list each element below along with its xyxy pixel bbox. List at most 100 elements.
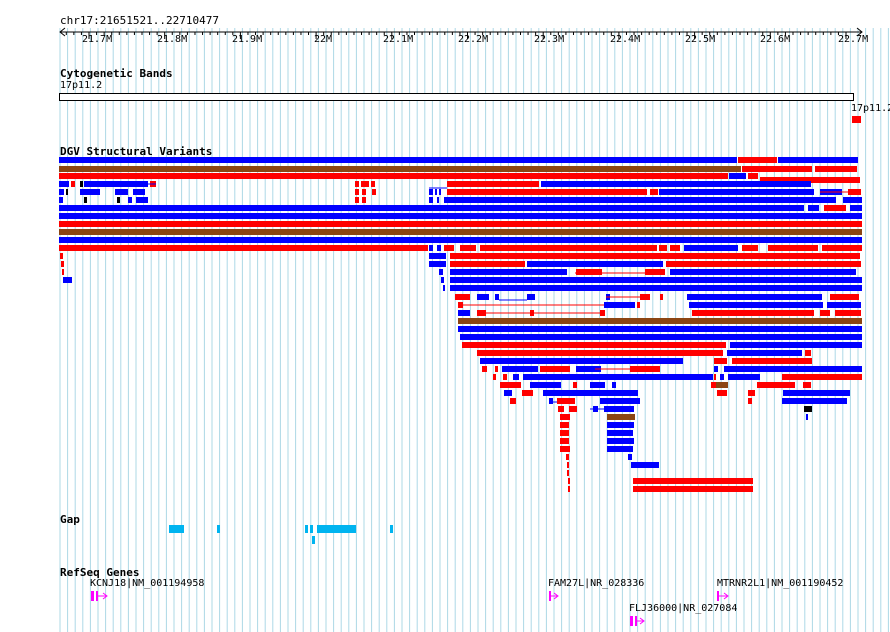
variant-feature[interactable] <box>527 294 535 300</box>
variant-feature[interactable] <box>692 310 814 316</box>
variant-feature[interactable] <box>732 358 812 364</box>
variant-feature[interactable] <box>645 269 665 275</box>
variant-feature[interactable] <box>727 350 802 356</box>
variant-feature[interactable] <box>80 189 100 195</box>
variant-feature[interactable] <box>443 285 445 291</box>
variant-feature[interactable] <box>435 189 437 195</box>
variant-feature[interactable] <box>630 366 660 372</box>
variant-feature[interactable] <box>637 302 640 308</box>
variant-feature[interactable] <box>84 181 148 187</box>
variant-feature[interactable] <box>778 157 858 163</box>
variant-feature[interactable] <box>783 390 850 396</box>
variant-feature[interactable] <box>362 189 366 195</box>
variant-feature[interactable] <box>567 462 569 468</box>
variant-feature[interactable] <box>444 197 836 203</box>
variant-feature[interactable] <box>63 277 72 283</box>
variant-feature[interactable] <box>482 366 487 372</box>
variant-feature[interactable] <box>429 253 446 259</box>
variant-feature[interactable] <box>835 310 861 316</box>
variant-feature[interactable] <box>600 310 605 316</box>
variant-feature[interactable] <box>576 269 602 275</box>
gap-feature[interactable] <box>305 525 308 533</box>
variant-feature[interactable] <box>633 486 753 492</box>
variant-feature[interactable] <box>59 205 804 211</box>
variant-feature[interactable] <box>607 414 635 420</box>
variant-feature[interactable] <box>59 237 862 243</box>
variant-feature[interactable] <box>748 173 758 179</box>
variant-feature[interactable] <box>660 294 663 300</box>
variant-feature[interactable] <box>355 197 359 203</box>
variant-feature[interactable] <box>760 177 860 183</box>
variant-feature[interactable] <box>371 181 375 187</box>
variant-feature[interactable] <box>714 366 718 372</box>
variant-feature[interactable] <box>117 197 120 203</box>
gap-feature[interactable] <box>217 525 220 533</box>
gene-fam27l[interactable] <box>549 591 559 601</box>
variant-feature[interactable] <box>429 245 433 251</box>
variant-feature[interactable] <box>458 326 862 332</box>
variant-feature[interactable] <box>717 390 727 396</box>
variant-feature[interactable] <box>568 478 570 484</box>
variant-feature[interactable] <box>815 166 857 172</box>
variant-feature[interactable] <box>742 245 758 251</box>
variant-feature[interactable] <box>558 406 564 412</box>
variant-feature[interactable] <box>804 406 812 412</box>
variant-feature[interactable] <box>728 374 760 380</box>
variant-feature[interactable] <box>850 205 862 211</box>
variant-feature[interactable] <box>447 181 539 187</box>
variant-feature[interactable] <box>59 221 862 227</box>
variant-feature[interactable] <box>502 366 538 372</box>
variant-feature[interactable] <box>590 382 605 388</box>
variant-feature[interactable] <box>748 390 755 396</box>
variant-feature[interactable] <box>684 245 738 251</box>
variant-feature[interactable] <box>59 173 728 179</box>
variant-feature[interactable] <box>504 390 512 396</box>
variant-feature[interactable] <box>450 285 862 291</box>
variant-feature[interactable] <box>450 269 567 275</box>
variant-feature[interactable] <box>716 382 728 388</box>
variant-feature[interactable] <box>633 478 753 484</box>
variant-feature[interactable] <box>604 302 635 308</box>
gap-feature[interactable] <box>169 525 184 533</box>
variant-feature[interactable] <box>573 382 577 388</box>
variant-feature[interactable] <box>462 342 726 348</box>
variant-feature[interactable] <box>133 189 145 195</box>
gap-feature[interactable] <box>312 536 315 544</box>
variant-feature[interactable] <box>848 189 861 195</box>
variant-feature[interactable] <box>59 189 64 195</box>
variant-feature[interactable] <box>782 398 847 404</box>
position-ruler[interactable] <box>58 26 866 48</box>
variant-feature[interactable] <box>808 205 819 211</box>
gene-kcnj18[interactable] <box>91 591 108 601</box>
variant-feature[interactable] <box>827 302 861 308</box>
variant-feature[interactable] <box>607 438 634 444</box>
variant-feature[interactable] <box>560 446 570 452</box>
variant-feature[interactable] <box>522 390 533 396</box>
gene-mtrnr2l1[interactable] <box>717 591 729 601</box>
variant-feature[interactable] <box>355 245 359 251</box>
variant-feature[interactable] <box>460 245 476 251</box>
variant-feature[interactable] <box>59 197 63 203</box>
variant-feature[interactable] <box>128 197 132 203</box>
variant-feature[interactable] <box>607 430 633 436</box>
variant-feature[interactable] <box>650 189 658 195</box>
gap-feature[interactable] <box>317 525 356 533</box>
variant-feature[interactable] <box>568 486 570 492</box>
variant-feature[interactable] <box>355 181 359 187</box>
variant-feature[interactable] <box>600 398 640 404</box>
cytoband-edge-marker[interactable] <box>852 116 861 123</box>
variant-feature[interactable] <box>738 157 777 163</box>
variant-feature[interactable] <box>66 189 68 195</box>
variant-feature[interactable] <box>458 310 470 316</box>
variant-feature[interactable] <box>714 358 727 364</box>
variant-feature[interactable] <box>567 470 569 476</box>
variant-feature[interactable] <box>640 294 650 300</box>
variant-feature[interactable] <box>362 197 366 203</box>
variant-feature[interactable] <box>59 213 862 219</box>
variant-feature[interactable] <box>59 181 69 187</box>
variant-feature[interactable] <box>607 446 633 452</box>
variant-feature[interactable] <box>71 181 75 187</box>
